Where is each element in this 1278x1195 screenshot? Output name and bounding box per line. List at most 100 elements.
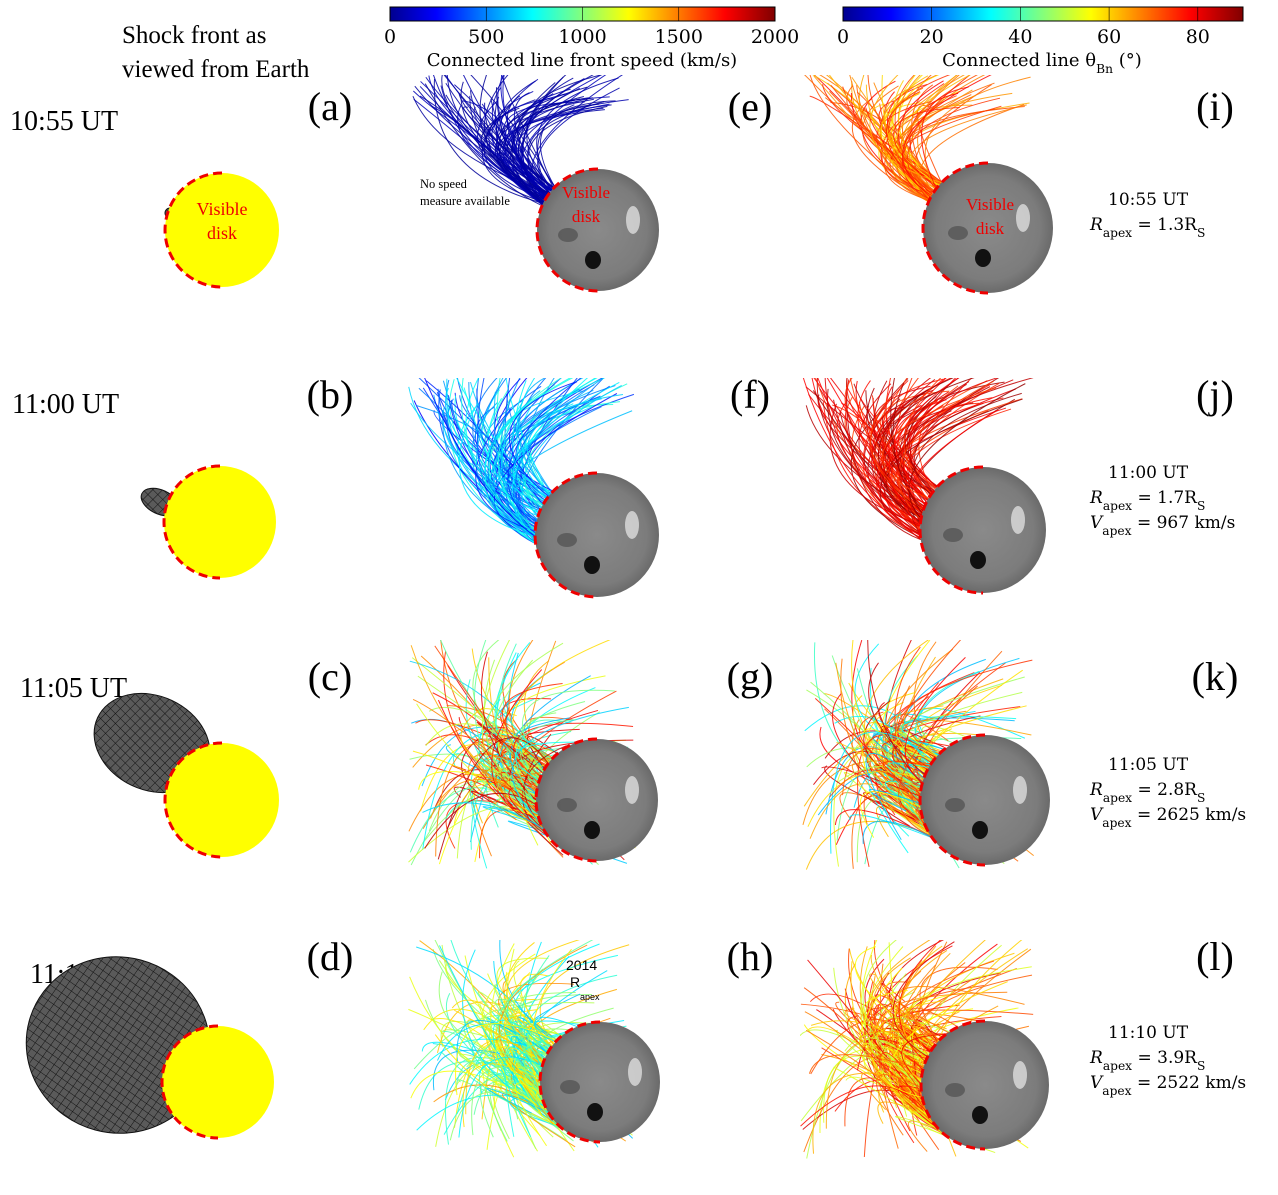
field-line: [490, 943, 564, 1130]
field-line: [444, 75, 548, 198]
text-part: V: [1090, 1073, 1104, 1093]
limb-arc: [921, 161, 989, 295]
solar-disk: [923, 163, 1053, 293]
dark-region: [557, 533, 577, 547]
field-line: [412, 750, 541, 824]
field-line: [816, 378, 921, 527]
text-part: = 967 km/s: [1132, 513, 1236, 533]
field-line: [893, 106, 960, 189]
field-line: [521, 77, 585, 201]
field-line: [458, 1056, 543, 1138]
field-lines: [408, 940, 637, 1158]
field-line: [523, 745, 567, 826]
colorbar-tick-label: 500: [468, 26, 504, 48]
field-lines: [408, 640, 637, 869]
panel-label: (k): [1192, 654, 1239, 699]
field-line: [516, 378, 548, 498]
field-line: [495, 1009, 545, 1106]
field-line: [871, 404, 922, 534]
field-line: [478, 752, 537, 792]
bright-region: [1016, 204, 1030, 232]
field-line: [888, 400, 938, 526]
field-line: [805, 386, 937, 489]
field-line: [803, 1056, 922, 1153]
field-line: [889, 1003, 958, 1130]
field-line: [462, 949, 550, 1115]
field-line: [847, 1015, 923, 1097]
field-line: [495, 1046, 544, 1079]
field-line: [858, 383, 923, 516]
subscript: S: [1197, 1059, 1205, 1073]
colorbar-label: Connected line θBn (°): [942, 50, 1142, 76]
field-line: [458, 92, 552, 192]
field-line: [878, 407, 1007, 521]
field-line: [506, 701, 586, 804]
field-line: [829, 769, 924, 820]
field-line: [509, 381, 575, 497]
field-line: [887, 691, 1023, 790]
field-line: [502, 696, 553, 760]
info-line: Rapex = 1.7RS: [1089, 488, 1205, 513]
field-line: [919, 103, 1025, 199]
colorbar-tick-label: 1500: [655, 26, 703, 48]
field-line: [476, 378, 541, 512]
field-line: [896, 75, 960, 201]
field-line: [810, 681, 921, 794]
field-line: [807, 771, 924, 827]
panel-label: (b): [307, 372, 354, 417]
field-line: [515, 719, 577, 804]
field-line: [507, 378, 582, 525]
field-line: [433, 78, 544, 204]
field-line: [902, 75, 992, 197]
colorbar-label: Connected line front speed (km/s): [427, 50, 737, 71]
field-line: [868, 662, 926, 776]
text-part: = 3.9R: [1132, 1048, 1198, 1068]
field-line: [441, 944, 553, 1119]
field-line: [890, 378, 975, 495]
field-line: [875, 692, 935, 761]
field-line: [412, 699, 538, 792]
field-line: [424, 792, 537, 849]
field-line: [863, 1042, 927, 1062]
field-line: [865, 753, 923, 840]
field-line: [846, 85, 942, 183]
subscript: apex: [1103, 791, 1132, 805]
solar-disk: [162, 1026, 274, 1138]
subscript: apex: [1102, 524, 1131, 538]
field-line: [425, 723, 544, 772]
field-line: [479, 1079, 546, 1138]
subscript: S: [1197, 791, 1205, 805]
field-line: [865, 107, 933, 195]
disk-label: Visible: [562, 183, 610, 202]
text-part: R: [1089, 780, 1103, 800]
text-part: R: [1089, 1048, 1103, 1068]
field-line: [836, 742, 921, 792]
colorbar-tick-label: 1000: [558, 26, 606, 48]
field-line: [489, 378, 598, 544]
field-line: [861, 728, 927, 774]
field-line: [810, 1020, 928, 1059]
field-line: [829, 403, 921, 525]
field-line: [849, 814, 933, 839]
limb-arc: [918, 733, 986, 867]
field-line: [829, 90, 935, 193]
text-part: Connected line front speed (km/s): [427, 50, 737, 71]
field-line: [870, 396, 924, 511]
bright-region: [1013, 1061, 1027, 1089]
field-line: [455, 1023, 557, 1096]
field-line: [883, 84, 941, 185]
solar-disk: [540, 1022, 660, 1142]
field-line: [512, 970, 608, 1124]
info-line: Vapex = 2522 km/s: [1090, 1073, 1246, 1098]
sunspot: [972, 1106, 988, 1124]
field-line: [437, 737, 549, 860]
field-line: [442, 411, 536, 537]
field-line: [834, 715, 931, 766]
solar-disk: [165, 173, 279, 287]
field-line: [879, 1022, 938, 1149]
text-part: = 2625 km/s: [1132, 805, 1247, 825]
subscript: Bn: [1096, 62, 1113, 76]
field-line: [882, 1017, 922, 1086]
column-title: viewed from Earth: [122, 56, 310, 83]
field-line: [860, 398, 937, 488]
